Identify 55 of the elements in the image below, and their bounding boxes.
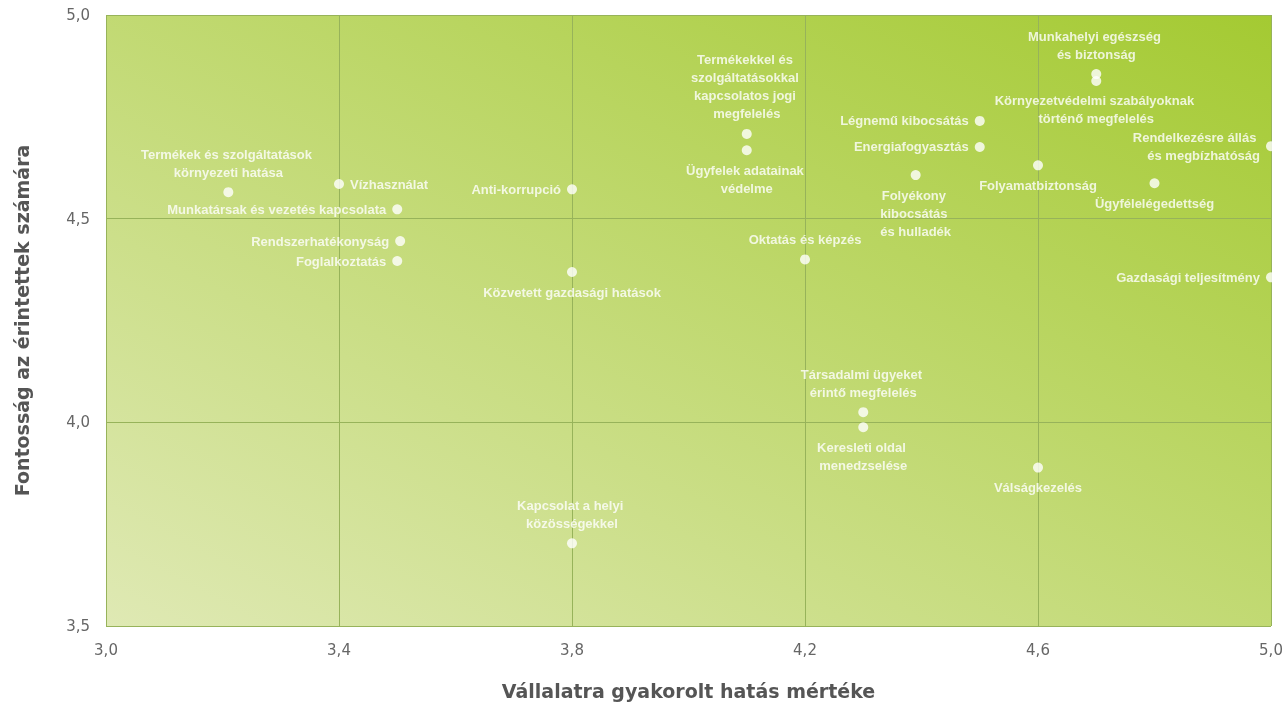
x-tick-label: 4,2	[793, 640, 817, 659]
series-label: Folyamatbiztonság	[979, 177, 1097, 193]
series-label: Társadalmi ügyeket érintő megfelelés	[800, 366, 926, 400]
series-label: Vízhasználat	[350, 176, 429, 192]
series-label: Rendelkezésre állás és megbízhatóság	[1132, 129, 1261, 163]
y-tick-label: 4,5	[66, 209, 90, 228]
point	[1091, 75, 1102, 86]
series-label: Ügyfelek adatainak védelme	[686, 162, 808, 196]
text: Folyékony kibocsátás és hulladék	[880, 187, 952, 239]
series-label: Közvetett gazdasági hatások	[483, 284, 662, 300]
x-axis-title: Vállalatra gyakorolt hatás mértéke	[501, 679, 876, 702]
series-label: Termékek és szolgáltatások környezeti hatása	[141, 146, 316, 180]
point	[392, 256, 403, 267]
point	[567, 267, 577, 278]
point	[395, 236, 406, 247]
point	[858, 407, 869, 418]
y-tick-label: 5,0	[66, 6, 90, 24]
series-label: Foglalkoztatás	[295, 253, 387, 269]
point	[392, 204, 403, 215]
x-tick-label: 3,4	[327, 640, 351, 659]
point	[800, 254, 810, 265]
point	[567, 538, 577, 549]
x-tick-label: 5,0	[1259, 640, 1283, 659]
x-tick-label: 4,6	[1026, 640, 1050, 659]
point	[974, 115, 985, 126]
series-label: Légnemű kibocsátás	[840, 113, 969, 129]
point	[1149, 178, 1160, 189]
point	[858, 422, 869, 433]
series-label: Keresleti oldal menedzselése	[817, 439, 910, 473]
x-tick-label: 3,8	[560, 640, 584, 659]
point	[334, 179, 344, 190]
point	[974, 141, 985, 152]
series-label: Energiafogyasztás	[853, 139, 969, 155]
series-label: Munkahelyi egészség és biztonság	[1027, 28, 1165, 62]
point	[1033, 462, 1043, 473]
point	[567, 184, 577, 195]
series-label: Oktatás és képzés	[748, 231, 862, 247]
series-label: Gazdasági teljesítmény	[1116, 269, 1261, 285]
y-tick-label: 4,0	[66, 413, 90, 432]
point	[741, 145, 752, 156]
text: Termékekkel és szolgáltatásokkal kapcsolatos jogi megfelelés	[691, 52, 803, 122]
series-label: Válságkezelés	[993, 480, 1083, 496]
point	[910, 170, 921, 181]
y-axis-title: Fontosság az érintettek számára	[10, 144, 33, 497]
x-tick-label: 3,0	[94, 640, 118, 659]
series-label: Ügyfélelégedettség	[1094, 195, 1215, 211]
point	[1033, 160, 1043, 171]
y-tick-label: 3,5	[66, 617, 90, 635]
series-label: Környezetvédelmi szabályoknak történő megfelelés	[994, 93, 1198, 127]
series-label: Rendszerhatékonyság	[251, 233, 390, 249]
series-label: Munkatársak és vezetés kapcsolata	[167, 201, 388, 217]
point	[741, 128, 752, 139]
series-label: Anti-korrupció	[471, 181, 562, 197]
point	[223, 187, 234, 198]
series-label: Kapcsolat a helyi közösségekkel	[517, 497, 627, 531]
